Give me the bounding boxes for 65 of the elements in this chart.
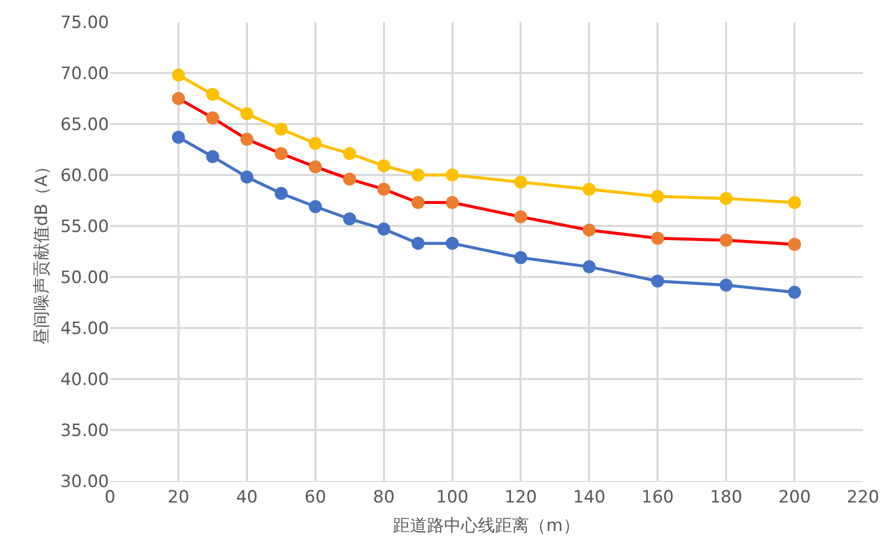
point bbox=[514, 176, 528, 189]
point bbox=[206, 150, 220, 164]
point bbox=[206, 111, 220, 124]
point bbox=[343, 212, 356, 226]
point bbox=[172, 92, 185, 105]
point bbox=[788, 196, 802, 210]
y-tick-label: 50.00 bbox=[60, 268, 109, 288]
x-tick-label: 40 bbox=[236, 487, 258, 508]
point bbox=[651, 190, 664, 203]
point bbox=[446, 236, 459, 250]
point bbox=[651, 232, 664, 245]
point bbox=[274, 122, 288, 136]
point bbox=[206, 88, 220, 101]
point bbox=[172, 130, 185, 144]
point bbox=[788, 238, 802, 251]
x-tick-label: 80 bbox=[373, 487, 395, 508]
x-tick-label: 180 bbox=[710, 487, 742, 508]
point bbox=[720, 192, 733, 205]
y-tick-label: 70.00 bbox=[60, 64, 109, 84]
x-tick-label: 220 bbox=[846, 487, 880, 508]
point bbox=[343, 147, 356, 160]
point bbox=[240, 107, 254, 120]
point bbox=[446, 196, 459, 210]
x-tick-label: 200 bbox=[778, 487, 811, 508]
point bbox=[274, 147, 288, 160]
point bbox=[720, 278, 733, 292]
y-tick-label: 75.00 bbox=[60, 12, 109, 33]
x-tick-label: 160 bbox=[641, 487, 674, 508]
point bbox=[274, 186, 288, 200]
x-tick-label: 60 bbox=[304, 487, 326, 508]
point bbox=[514, 210, 528, 224]
y-tick-label: 60.00 bbox=[60, 166, 109, 186]
point bbox=[172, 68, 185, 82]
point bbox=[412, 196, 425, 210]
point bbox=[377, 159, 390, 172]
point bbox=[412, 168, 425, 182]
point bbox=[446, 168, 459, 182]
point bbox=[582, 224, 596, 237]
point bbox=[377, 182, 390, 196]
y-tick-label: 55.00 bbox=[60, 216, 109, 237]
y-tick-label: 65.00 bbox=[60, 114, 109, 135]
point bbox=[514, 251, 528, 264]
x-tick-label: 140 bbox=[572, 487, 606, 508]
y-axis-title: 昼间噪声贡献值dB（A） bbox=[32, 158, 52, 346]
x-tick-label: 20 bbox=[168, 487, 190, 508]
point bbox=[308, 160, 322, 174]
point bbox=[240, 170, 254, 184]
point bbox=[308, 200, 322, 214]
x-tick-label: 120 bbox=[504, 487, 537, 508]
point bbox=[720, 234, 733, 247]
point bbox=[308, 136, 322, 150]
point bbox=[582, 182, 596, 196]
point bbox=[377, 222, 390, 236]
y-tick-label: 40.00 bbox=[60, 370, 109, 390]
point bbox=[582, 260, 596, 274]
x-tick-label: 0 bbox=[104, 487, 116, 508]
point bbox=[412, 236, 425, 250]
point bbox=[343, 172, 356, 186]
y-tick-label: 35.00 bbox=[60, 420, 109, 441]
point bbox=[788, 286, 802, 299]
point bbox=[240, 132, 254, 146]
x-axis-title: 距道路中心线距离（m） bbox=[393, 516, 580, 536]
x-tick-label: 100 bbox=[436, 487, 468, 508]
point bbox=[651, 274, 664, 288]
y-tick-label: 45.00 bbox=[60, 318, 109, 339]
